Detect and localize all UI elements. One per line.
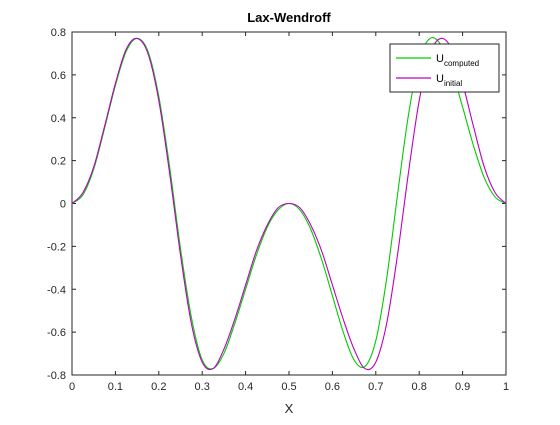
- y-tick-label: -0.8: [47, 370, 66, 382]
- y-tick-label: 0.4: [51, 113, 66, 125]
- legend-label-computed-sub: computed: [444, 59, 479, 68]
- y-tick-label: 0.6: [51, 70, 66, 82]
- y-tick-label: 0: [60, 199, 66, 211]
- y-tick-label: 0.8: [51, 27, 66, 39]
- x-tick-label: 0.9: [455, 381, 470, 393]
- chart-title: Lax-Wendroff: [247, 10, 331, 25]
- x-tick-label: 0.3: [195, 381, 210, 393]
- y-tick-label: -0.2: [47, 241, 66, 253]
- y-tick-label: -0.4: [47, 284, 66, 296]
- legend-label-initial-main: U: [436, 73, 444, 85]
- legend-label-initial: Uinitial: [436, 73, 462, 88]
- legend: Ucomputed Uinitial: [389, 43, 500, 93]
- x-tick-label: 0.6: [325, 381, 340, 393]
- x-tick-label: 0.4: [238, 381, 253, 393]
- x-axis-label: X: [285, 401, 294, 416]
- legend-label-initial-sub: initial: [444, 79, 462, 88]
- x-tick-label: 0.8: [412, 381, 427, 393]
- x-tick-label: 0.2: [151, 381, 166, 393]
- x-tick-label: 0.1: [108, 381, 123, 393]
- legend-box: [389, 43, 500, 93]
- legend-label-computed: Ucomputed: [436, 53, 479, 68]
- legend-label-computed-main: U: [436, 53, 444, 65]
- x-tick-label: 0.7: [368, 381, 383, 393]
- x-tick-label: 0.5: [281, 381, 296, 393]
- x-tick-label: 0: [69, 381, 75, 393]
- x-tick-label: 1: [503, 381, 509, 393]
- y-tick-label: -0.6: [47, 327, 66, 339]
- y-tick-label: 0.2: [51, 156, 66, 168]
